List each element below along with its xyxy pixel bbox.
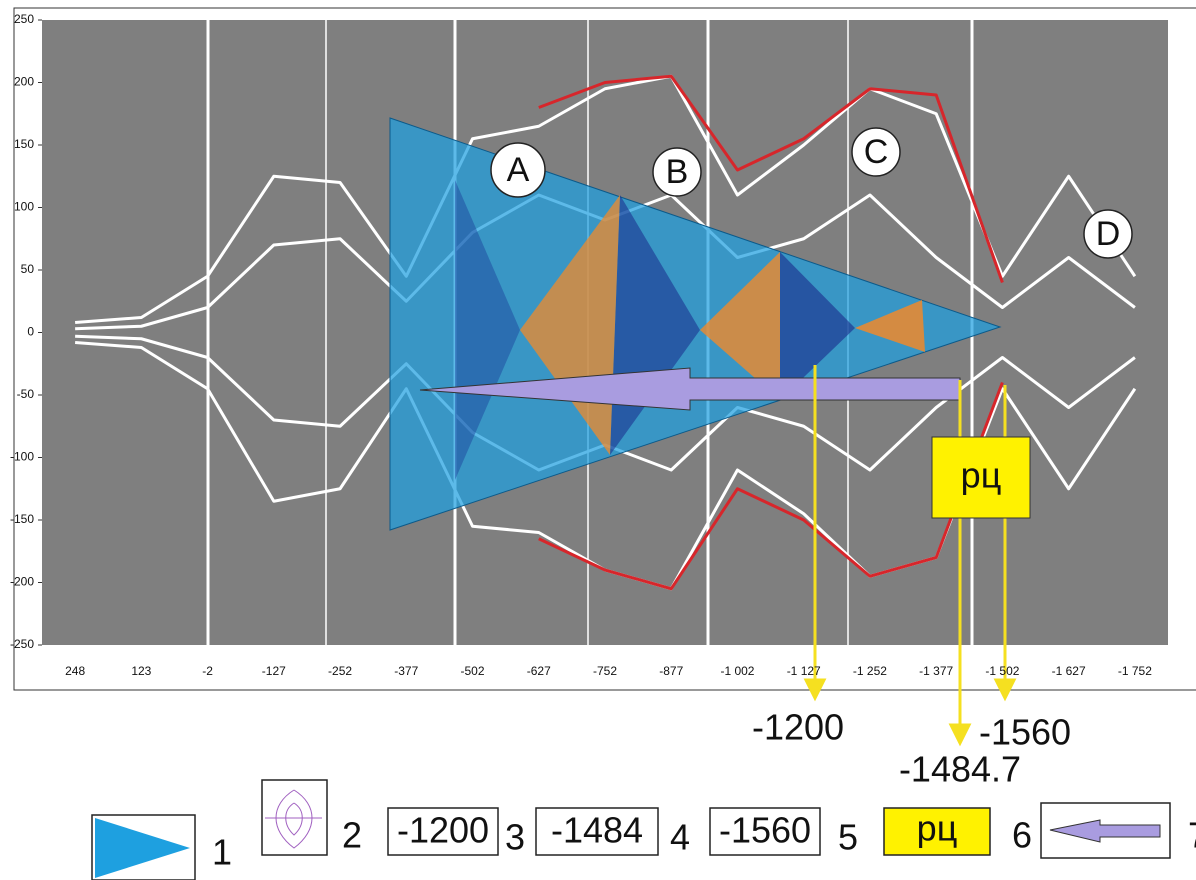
legend-text: -1560 — [719, 810, 811, 851]
depth-label: -1560 — [979, 712, 1071, 753]
legend-number: 4 — [670, 817, 690, 858]
figure: рц A B C D -1200 -1560 -1484.7 1 2 -1200… — [0, 0, 1196, 880]
legend-text: рц — [917, 808, 958, 849]
x-tick-label: 123 — [131, 664, 151, 678]
legend-text: -1484 — [551, 810, 643, 851]
x-tick-label: -377 — [394, 664, 418, 678]
y-tick-label: 100 — [14, 200, 34, 214]
legend-text: -1200 — [397, 810, 489, 851]
legend-number: 7 — [1188, 815, 1196, 856]
x-tick-label: -1 502 — [985, 664, 1019, 678]
y-tick-label: 200 — [14, 75, 34, 89]
zone-letter: C — [864, 133, 889, 171]
legend-number: 3 — [505, 817, 525, 858]
x-tick-label: -252 — [328, 664, 352, 678]
depth-label: -1484.7 — [899, 749, 1021, 790]
y-tick-label: -50 — [17, 387, 35, 401]
x-tick-label: -1 752 — [1118, 664, 1152, 678]
legend-number: 6 — [1012, 815, 1032, 856]
x-tick-label: -1 627 — [1052, 664, 1086, 678]
x-tick-label: -2 — [202, 664, 213, 678]
y-tick-label: 50 — [21, 262, 35, 276]
x-tick-label: -627 — [527, 664, 551, 678]
zone-letter: B — [666, 153, 689, 191]
zone-label: рц — [961, 455, 1002, 496]
x-tick-label: -502 — [461, 664, 485, 678]
y-tick-label: -150 — [10, 512, 34, 526]
y-tick-label: -200 — [10, 575, 34, 589]
x-tick-label: -752 — [593, 664, 617, 678]
x-tick-label: -127 — [262, 664, 286, 678]
zone-letter: A — [507, 151, 530, 189]
x-tick-label: -1 377 — [919, 664, 953, 678]
x-tick-label: -1 127 — [787, 664, 821, 678]
zone-letter: D — [1096, 215, 1121, 253]
legend-number: 1 — [212, 832, 232, 873]
x-tick-label: -1 002 — [720, 664, 754, 678]
y-tick-label: 250 — [14, 12, 34, 26]
y-tick-label: 150 — [14, 137, 34, 151]
y-tick-label: 0 — [27, 325, 34, 339]
x-tick-label: 248 — [65, 664, 85, 678]
y-tick-label: -250 — [10, 637, 34, 651]
depth-label: -1200 — [752, 707, 844, 748]
legend-number: 5 — [838, 817, 858, 858]
y-tick-label: -100 — [10, 450, 34, 464]
x-tick-label: -1 252 — [853, 664, 887, 678]
x-tick-label: -877 — [659, 664, 683, 678]
legend-number: 2 — [342, 815, 362, 856]
